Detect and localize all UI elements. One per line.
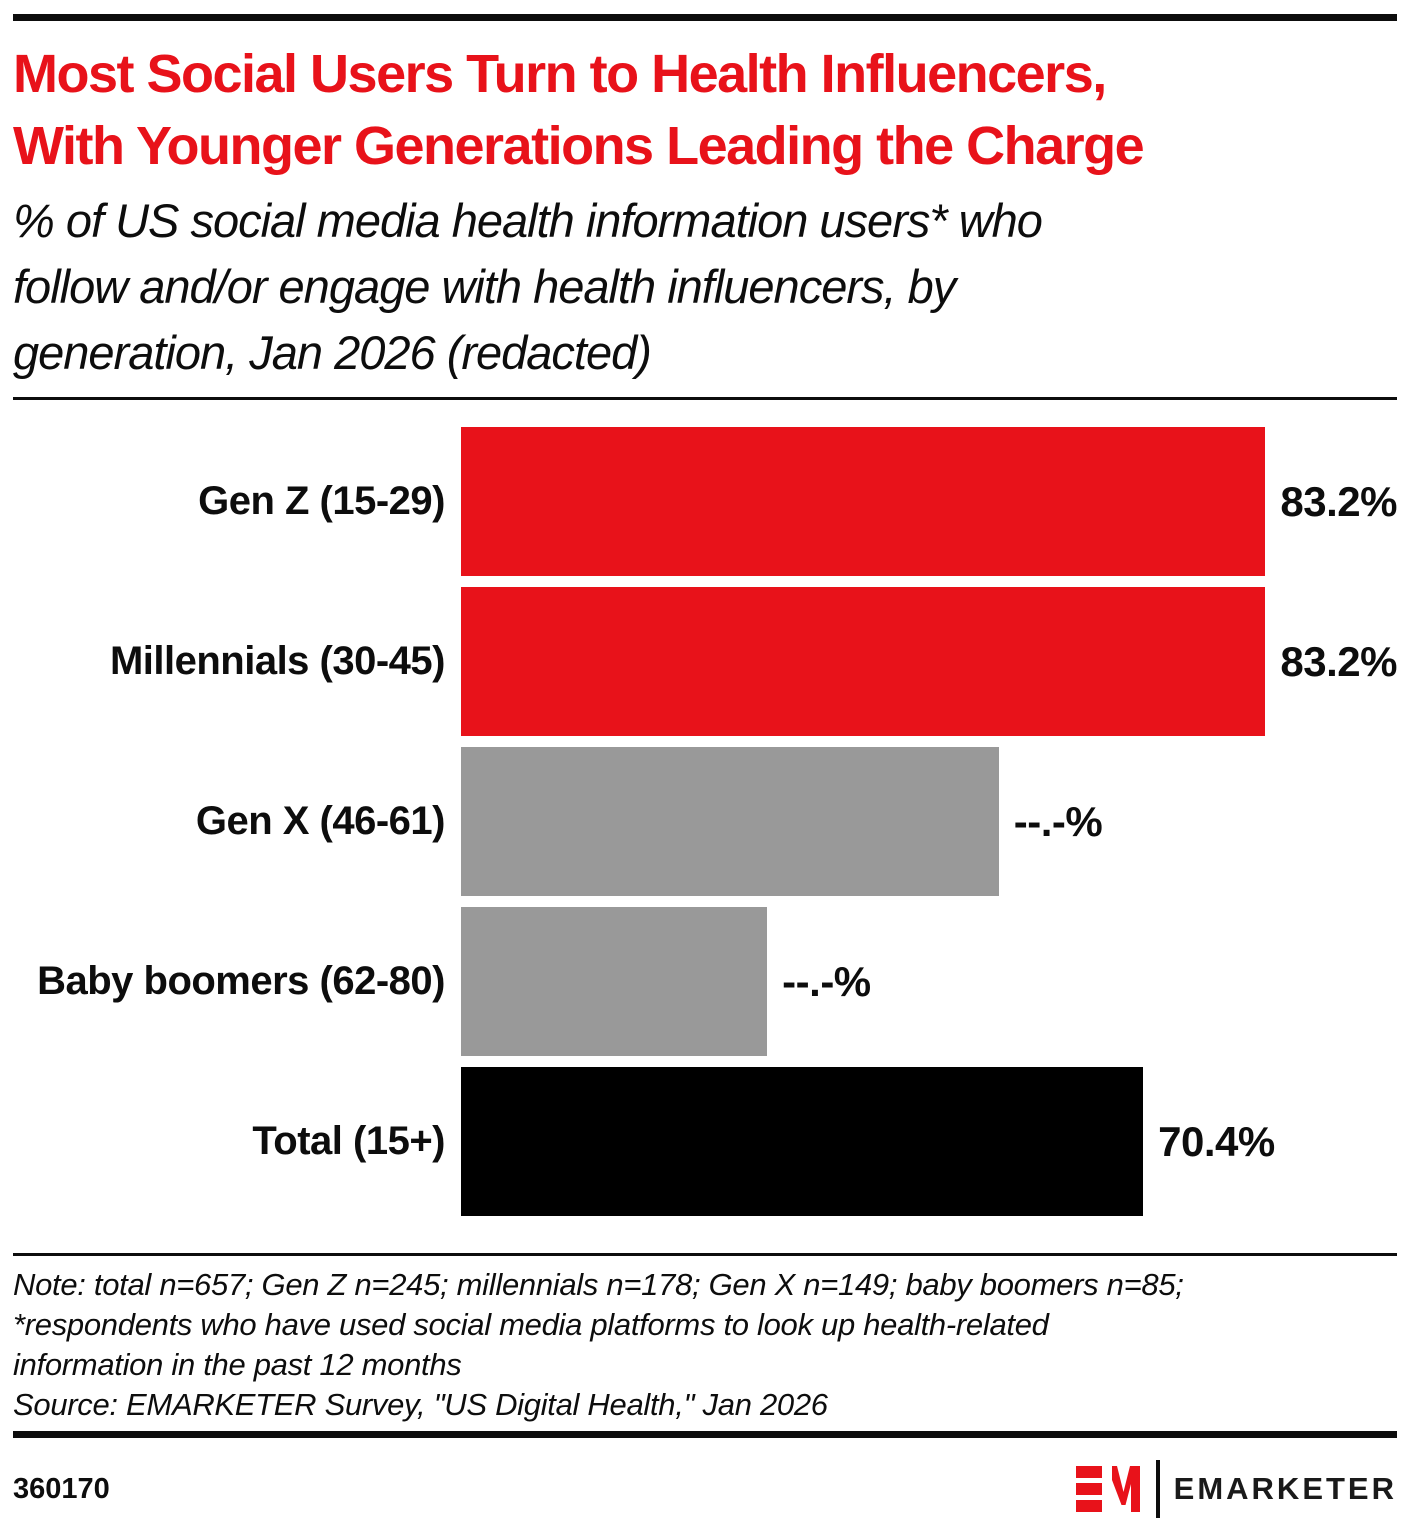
category-label: Baby boomers (62-80) [37,959,445,1003]
chart-row: Gen X (46-61) --.-% [13,747,1397,896]
divider-above-note [13,1253,1397,1256]
logo-separator [1155,1460,1160,1518]
bar [461,747,999,896]
value-label: --.-% [1013,797,1103,845]
chart-title: Most Social Users Turn to Health Influen… [13,44,1145,176]
bar-zone: 83.2% [461,427,1397,576]
bar-chart: Gen Z (15-29) 83.2% Millennials (30-45) … [13,427,1397,1216]
chart-id: 360170 [13,1472,110,1505]
bar-zone: --.-% [461,907,1397,1056]
value-label: 83.2% [1280,637,1397,685]
chart-row: Millennials (30-45) 83.2% [13,587,1397,736]
category-label: Gen X (46-61) [195,799,446,843]
category-label: Gen Z (15-29) [198,479,445,523]
bar [461,907,768,1056]
bar [461,427,1266,576]
footer: 360170 EMARKETER [13,1460,1397,1518]
bar [461,587,1266,736]
brand-name: EMARKETER [1173,1471,1397,1506]
divider-under-subtitle [13,397,1397,400]
value-label: 70.4% [1158,1117,1275,1165]
chart-subtitle: % of US social media health information … [13,194,1043,379]
category-label: Millennials (30-45) [109,639,446,683]
divider-above-footer [13,1431,1397,1438]
infographic: Most Social Users Turn to Health Influen… [0,14,1410,1518]
emarketer-logo-icon [1075,1462,1140,1516]
chart-row: Gen Z (15-29) 83.2% [13,427,1397,576]
top-accent-bar [13,14,1397,21]
bar-zone: --.-% [461,747,1397,896]
chart-row: Total (15+) 70.4% [13,1067,1397,1216]
category-label: Total (15+) [252,1119,445,1163]
bar [461,1067,1144,1216]
brand-lockup: EMARKETER [1075,1460,1397,1518]
value-label: --.-% [782,957,871,1005]
chart-row: Baby boomers (62-80) --.-% [13,907,1397,1056]
bar-zone: 70.4% [461,1067,1397,1216]
bar-zone: 83.2% [461,587,1397,736]
value-label: 83.2% [1280,477,1397,525]
note-and-source: Note: total n=657; Gen Z n=245; millenni… [13,1267,1184,1422]
